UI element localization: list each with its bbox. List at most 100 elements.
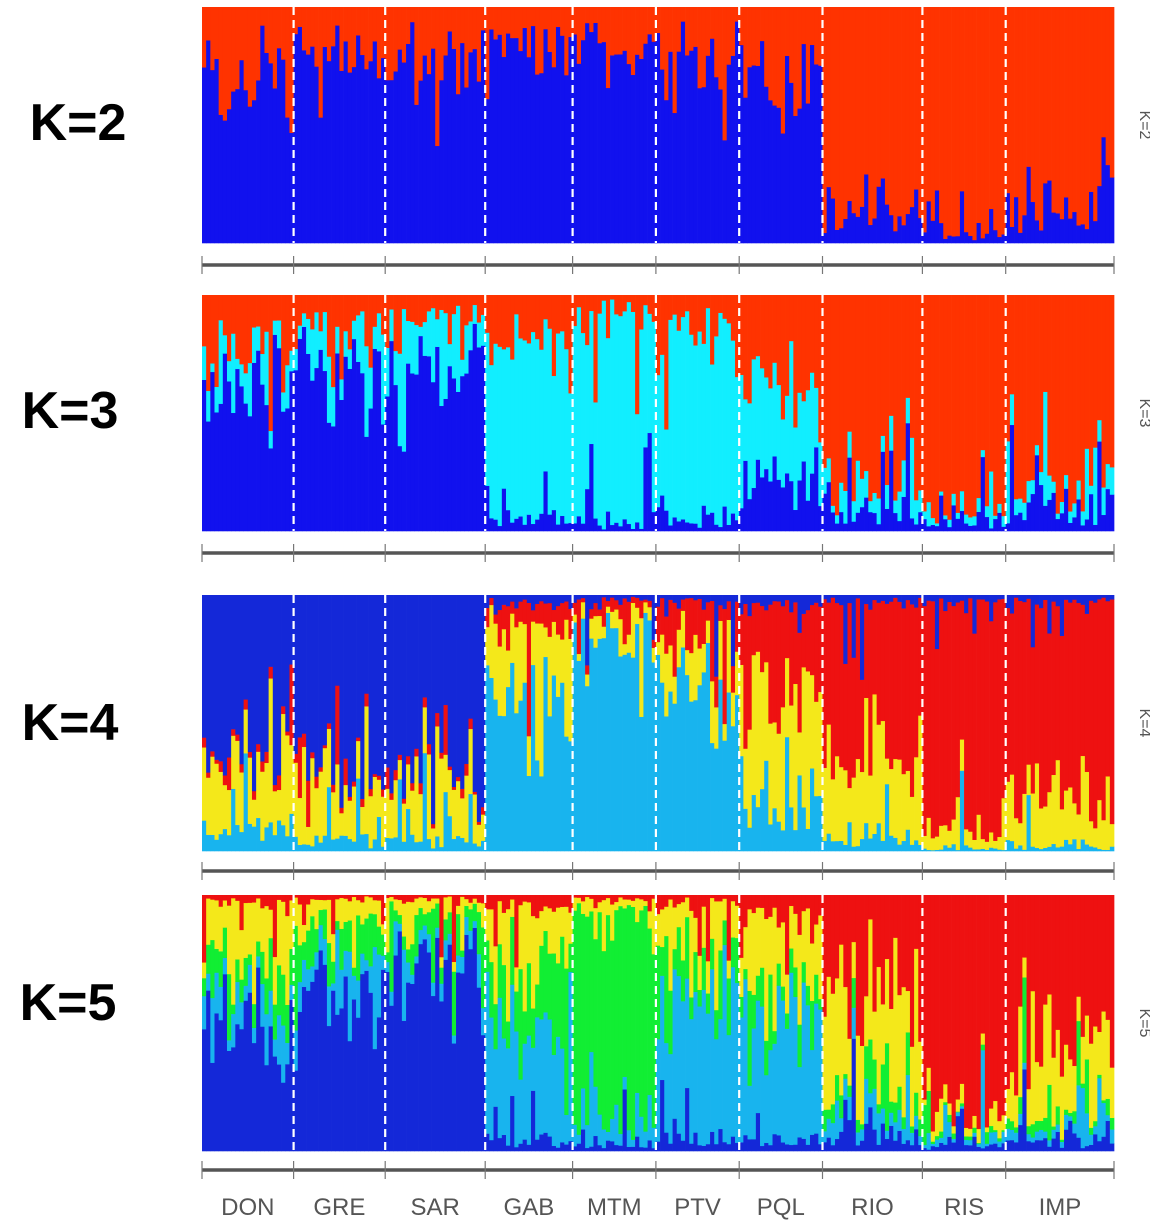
bar-segment xyxy=(989,847,994,852)
bar-segment xyxy=(306,295,311,319)
bar-segment xyxy=(918,490,923,513)
bar-segment xyxy=(239,772,244,833)
bar-segment xyxy=(922,7,927,233)
bar-segment xyxy=(431,828,436,849)
bar-segment xyxy=(481,595,486,808)
bar-segment xyxy=(564,523,569,532)
bar-segment xyxy=(585,488,590,532)
bar-segment xyxy=(776,479,782,532)
bar-segment xyxy=(789,480,794,532)
bar-segment xyxy=(647,34,653,244)
bar-segment xyxy=(743,748,748,809)
bar-segment xyxy=(481,806,486,815)
bar-segment xyxy=(897,7,902,217)
bar-segment xyxy=(318,909,324,926)
bar-segment xyxy=(693,699,698,852)
bar-segment xyxy=(214,7,219,60)
bar-segment xyxy=(1026,595,1032,599)
bar-segment xyxy=(847,200,852,244)
bar-segment xyxy=(243,295,249,374)
bar-segment xyxy=(318,117,324,244)
bar-segment xyxy=(689,1018,694,1144)
bar-segment xyxy=(331,784,336,793)
bar-segment xyxy=(289,999,294,1152)
bar-segment xyxy=(647,295,653,314)
bar-segment xyxy=(1080,295,1086,512)
bar-segment xyxy=(431,898,436,909)
bar-segment xyxy=(343,356,349,532)
bar-segment xyxy=(368,913,374,967)
bar-segment xyxy=(468,909,474,931)
bar-segment xyxy=(955,7,961,237)
bar-segment xyxy=(418,895,424,898)
bar-segment xyxy=(431,908,436,983)
bar-segment xyxy=(1097,595,1102,600)
bar-segment xyxy=(1059,635,1065,810)
bar-segment xyxy=(1018,1113,1023,1126)
bar-segment xyxy=(735,694,740,852)
bar-segment xyxy=(676,903,682,928)
bar-segment xyxy=(672,948,678,970)
bar-segment xyxy=(772,895,778,908)
bar-segment xyxy=(472,48,478,244)
bar-segment xyxy=(1009,226,1015,244)
bar-segment xyxy=(847,787,852,823)
bar-segment xyxy=(722,920,728,946)
bar-segment xyxy=(622,50,628,244)
bar-segment xyxy=(780,595,786,607)
bar-segment xyxy=(372,946,378,1050)
bar-segment xyxy=(451,595,457,787)
bar-segment xyxy=(864,7,869,175)
bar-segment xyxy=(693,634,698,701)
bar-segment xyxy=(897,1109,902,1131)
bar-segment xyxy=(368,795,374,849)
bar-segment xyxy=(834,7,840,230)
bar-segment xyxy=(264,595,269,752)
bar-segment xyxy=(680,21,686,244)
bar-segment xyxy=(551,895,557,912)
bar-segment xyxy=(489,1017,494,1141)
bar-segment xyxy=(426,952,432,1152)
bar-segment xyxy=(701,895,707,907)
bar-segment xyxy=(610,295,615,300)
bar-segment xyxy=(743,1135,748,1152)
bar-segment xyxy=(805,389,811,501)
bar-segment xyxy=(389,340,394,532)
bar-segment xyxy=(951,605,957,820)
bar-segment xyxy=(889,1112,894,1126)
bar-segment xyxy=(1018,1124,1023,1152)
bar-segment xyxy=(226,7,232,110)
bar-segment xyxy=(834,595,840,604)
bar-segment xyxy=(772,722,778,809)
bar-segment xyxy=(306,353,311,532)
bar-segment xyxy=(364,693,369,707)
bar-segment xyxy=(1093,1134,1098,1152)
bar-segment xyxy=(626,1129,632,1148)
bar-segment xyxy=(839,840,844,852)
k-label: K=4 xyxy=(22,694,119,752)
bar-segment xyxy=(443,295,449,314)
bar-segment xyxy=(643,599,648,603)
bar-segment xyxy=(593,895,598,909)
bar-segment xyxy=(864,996,869,1047)
bar-segment xyxy=(522,682,528,852)
bar-segment xyxy=(251,1003,257,1029)
bar-segment xyxy=(580,913,586,1089)
bar-segment xyxy=(276,320,282,349)
bar-segment xyxy=(593,295,598,403)
bar-segment xyxy=(789,1144,794,1152)
bar-segment xyxy=(364,970,369,1152)
bar-segment xyxy=(614,54,619,244)
bar-segment xyxy=(843,595,848,664)
bar-segment xyxy=(872,512,877,532)
bar-segment xyxy=(680,1140,686,1152)
bar-segment xyxy=(830,895,836,994)
bar-segment xyxy=(422,7,428,56)
bar-segment xyxy=(485,7,490,100)
bar-segment xyxy=(343,41,349,244)
population-label: DON xyxy=(221,1194,274,1221)
bar-segment xyxy=(622,654,628,852)
bar-segment xyxy=(289,295,294,351)
bar-segment xyxy=(389,901,394,992)
bar-segment xyxy=(222,927,228,959)
